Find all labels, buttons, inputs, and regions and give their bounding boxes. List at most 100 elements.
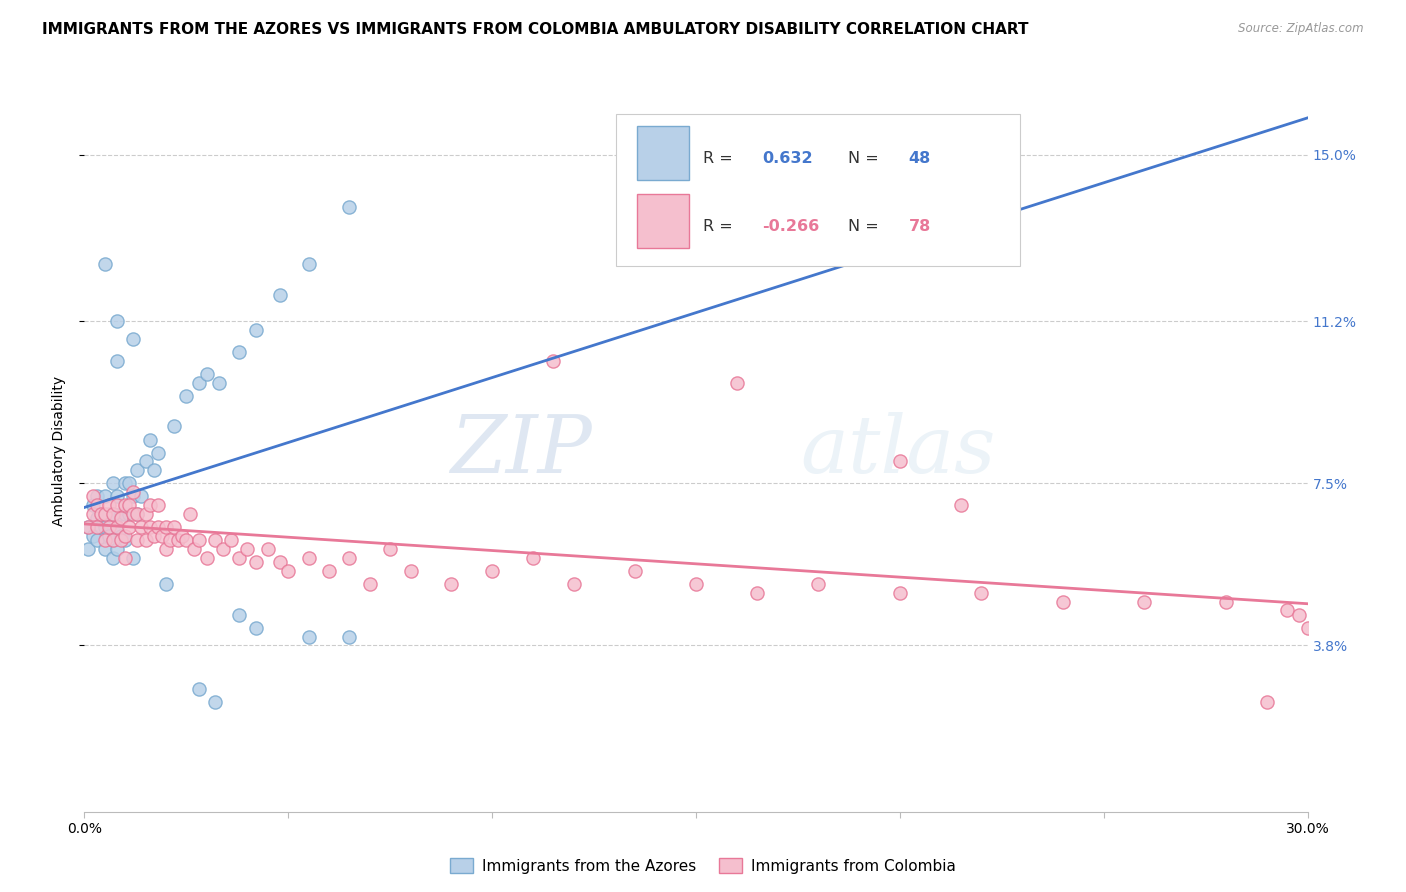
Point <box>93 533 115 548</box>
Point <box>187 682 209 697</box>
Point <box>110 529 132 543</box>
Point <box>174 389 197 403</box>
Point <box>146 520 169 534</box>
Point <box>77 520 100 534</box>
Point <box>359 577 381 591</box>
Point <box>97 520 120 534</box>
Point <box>298 257 321 271</box>
Text: ZIP: ZIP <box>450 412 592 489</box>
Point <box>150 529 173 543</box>
Point <box>172 529 194 543</box>
Point <box>1296 621 1319 635</box>
Point <box>179 507 201 521</box>
Point <box>228 345 250 359</box>
Point <box>228 550 250 565</box>
Point <box>97 529 120 543</box>
Point <box>127 507 149 521</box>
Point <box>127 507 149 521</box>
Point <box>219 533 242 548</box>
Point <box>187 376 209 390</box>
Point <box>127 463 149 477</box>
Point <box>93 490 115 504</box>
Point <box>277 564 299 578</box>
Point <box>101 507 124 521</box>
Point <box>122 507 145 521</box>
Point <box>135 454 157 468</box>
Point <box>522 550 544 565</box>
Point <box>339 201 361 215</box>
Point <box>122 485 145 500</box>
Point <box>236 541 259 556</box>
Point <box>110 533 132 548</box>
Point <box>212 541 235 556</box>
Text: R =: R = <box>703 219 738 234</box>
Point <box>114 476 136 491</box>
Point <box>86 533 108 548</box>
Point <box>105 353 128 368</box>
Point <box>562 577 585 591</box>
Point <box>86 511 108 525</box>
Text: -0.266: -0.266 <box>762 219 820 234</box>
Point <box>167 533 190 548</box>
Text: atlas: atlas <box>800 412 995 489</box>
Point <box>183 541 205 556</box>
Point <box>97 507 120 521</box>
Point <box>269 555 291 569</box>
Point <box>889 454 911 468</box>
Point <box>245 323 267 337</box>
Point <box>131 520 153 534</box>
Point <box>142 529 165 543</box>
Point <box>101 550 124 565</box>
Point <box>543 353 565 368</box>
Point <box>725 376 748 390</box>
Point <box>155 541 177 556</box>
Point <box>1133 594 1156 608</box>
Point <box>114 507 136 521</box>
Point <box>82 498 104 512</box>
Point <box>101 476 124 491</box>
Point <box>118 507 141 521</box>
Point <box>1256 695 1278 709</box>
Point <box>146 498 169 512</box>
Point <box>110 511 132 525</box>
Point <box>105 520 128 534</box>
Point <box>114 550 136 565</box>
Point <box>195 550 218 565</box>
Point <box>135 507 157 521</box>
Point <box>82 529 104 543</box>
Point <box>481 564 503 578</box>
Point <box>245 621 267 635</box>
Point <box>339 550 361 565</box>
Point <box>86 490 108 504</box>
Point <box>93 520 115 534</box>
Point <box>685 577 707 591</box>
Point <box>138 520 160 534</box>
Point <box>339 630 361 644</box>
Point <box>1215 594 1237 608</box>
Text: 0.632: 0.632 <box>762 151 813 166</box>
Point <box>101 533 124 548</box>
Text: 48: 48 <box>908 151 931 166</box>
Point <box>163 520 186 534</box>
Point <box>245 555 267 569</box>
Point <box>195 367 218 381</box>
Point <box>105 498 128 512</box>
Point <box>82 490 104 504</box>
Point <box>93 257 115 271</box>
Text: N =: N = <box>848 151 883 166</box>
Point <box>118 498 141 512</box>
Point <box>624 564 647 578</box>
Point <box>174 533 197 548</box>
Point <box>114 533 136 548</box>
Point <box>82 507 104 521</box>
Point <box>155 520 177 534</box>
Point <box>318 564 340 578</box>
Point <box>122 550 145 565</box>
FancyBboxPatch shape <box>637 194 689 248</box>
Point <box>208 376 231 390</box>
Point <box>90 507 112 521</box>
Point <box>257 541 280 556</box>
Point <box>807 577 830 591</box>
Point <box>122 490 145 504</box>
Point <box>77 520 100 534</box>
